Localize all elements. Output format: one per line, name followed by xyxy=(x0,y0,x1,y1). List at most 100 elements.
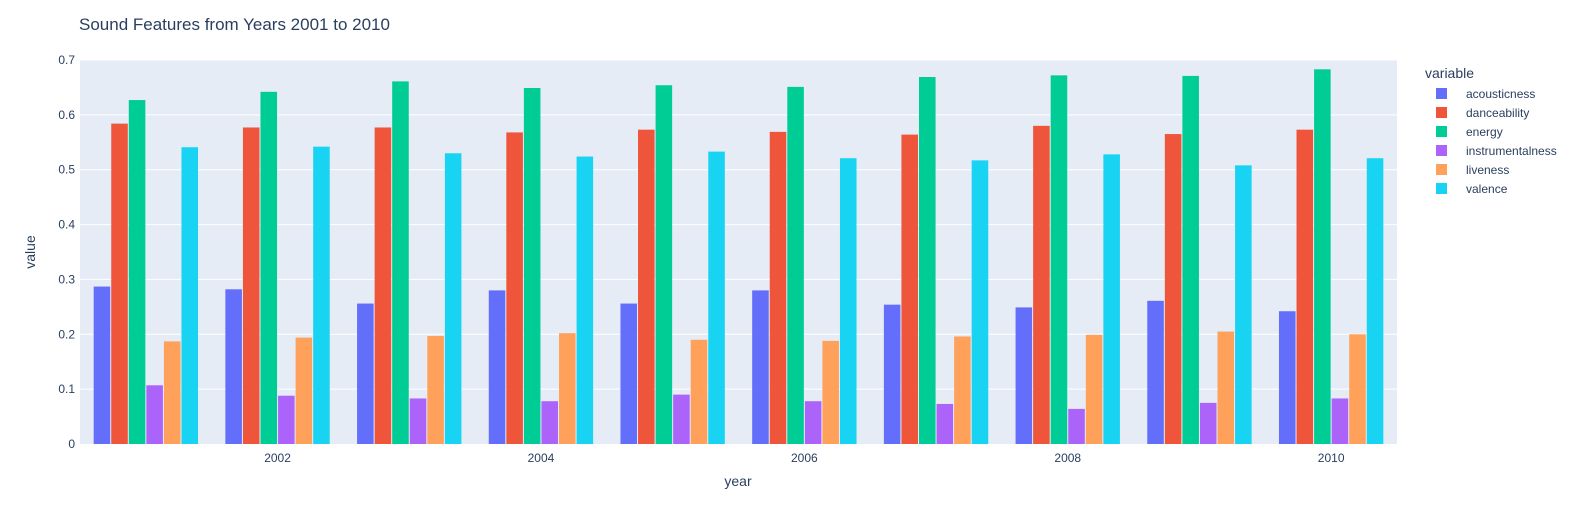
bar-valence-2005[interactable] xyxy=(708,151,725,444)
bar-acousticness-2009[interactable] xyxy=(1147,300,1164,444)
bar-instrumentalness-2002[interactable] xyxy=(278,395,295,444)
bar-acousticness-2008[interactable] xyxy=(1015,307,1033,444)
x-tick-label: 2008 xyxy=(1054,451,1081,465)
bar-energy-2006[interactable] xyxy=(787,86,804,444)
bar-energy-2005[interactable] xyxy=(655,85,673,444)
bar-valence-2002[interactable] xyxy=(313,146,330,444)
y-tick-label: 0.1 xyxy=(58,382,75,396)
y-tick-label: 0.6 xyxy=(58,108,75,122)
legend: acousticness danceability energy instrument… xyxy=(1436,87,1557,196)
bar-valence-2006[interactable] xyxy=(839,158,857,445)
bar-energy-2008[interactable] xyxy=(1050,75,1068,445)
legend-label: danceability xyxy=(1466,106,1529,120)
bar-instrumentalness-2001[interactable] xyxy=(146,385,163,444)
legend-label: instrumentalness xyxy=(1466,144,1557,158)
y-tick-label: 0.4 xyxy=(58,218,75,232)
y-tick-label: 0.5 xyxy=(58,163,75,177)
bar-acousticness-2003[interactable] xyxy=(357,303,374,444)
bar-acousticness-2010[interactable] xyxy=(1278,311,1296,444)
bar-valence-2008[interactable] xyxy=(1103,154,1120,444)
bar-danceability-2007[interactable] xyxy=(901,134,918,444)
legend-swatch xyxy=(1436,145,1447,156)
bar-valence-2007[interactable] xyxy=(971,160,989,445)
legend-title: variable xyxy=(1425,65,1474,81)
bar-instrumentalness-2009[interactable] xyxy=(1199,402,1217,444)
bar-danceability-2001[interactable] xyxy=(111,123,128,445)
bar-energy-2001[interactable] xyxy=(128,100,146,444)
bar-danceability-2006[interactable] xyxy=(769,131,787,444)
bar-energy-2002[interactable] xyxy=(260,91,278,445)
bar-instrumentalness-2007[interactable] xyxy=(936,403,954,444)
bar-danceability-2003[interactable] xyxy=(374,127,392,444)
bar-energy-2003[interactable] xyxy=(392,81,409,444)
bar-acousticness-2004[interactable] xyxy=(488,290,506,444)
bar-instrumentalness-2003[interactable] xyxy=(409,398,427,444)
bar-liveness-2004[interactable] xyxy=(559,333,576,444)
bar-acousticness-2001[interactable] xyxy=(93,286,111,444)
bar-liveness-2007[interactable] xyxy=(954,336,971,444)
bar-liveness-2002[interactable] xyxy=(295,337,313,444)
bars xyxy=(93,69,1384,445)
plot-area xyxy=(80,60,1397,444)
y-tick-label: 0.2 xyxy=(58,327,75,341)
x-axis-title: year xyxy=(724,473,752,489)
y-axis-title: value xyxy=(22,235,38,269)
bar-liveness-2010[interactable] xyxy=(1349,334,1366,444)
bar-acousticness-2002[interactable] xyxy=(225,289,242,444)
bar-danceability-2004[interactable] xyxy=(506,132,523,444)
bar-liveness-2006[interactable] xyxy=(822,340,839,444)
x-tick-label: 2004 xyxy=(528,451,555,465)
legend-item-instrumentalness[interactable]: instrumentalness xyxy=(1436,144,1557,158)
bar-energy-2009[interactable] xyxy=(1182,75,1199,444)
legend-label: energy xyxy=(1466,125,1503,139)
bar-valence-2001[interactable] xyxy=(181,147,199,445)
legend-label: valence xyxy=(1466,182,1508,196)
bar-danceability-2010[interactable] xyxy=(1296,129,1314,444)
legend-swatch xyxy=(1436,107,1447,118)
bar-danceability-2008[interactable] xyxy=(1033,125,1050,444)
y-tick-label: 0.3 xyxy=(58,272,75,286)
legend-label: acousticness xyxy=(1466,87,1535,101)
bar-valence-2003[interactable] xyxy=(444,153,462,444)
legend-swatch xyxy=(1436,183,1447,194)
chart-title: Sound Features from Years 2001 to 2010 xyxy=(79,15,390,34)
legend-swatch xyxy=(1436,164,1447,175)
bar-instrumentalness-2010[interactable] xyxy=(1331,398,1349,444)
bar-liveness-2008[interactable] xyxy=(1085,334,1103,444)
legend-item-liveness[interactable]: liveness xyxy=(1436,163,1509,177)
legend-item-energy[interactable]: energy xyxy=(1436,125,1503,139)
bar-danceability-2002[interactable] xyxy=(242,127,260,444)
bar-danceability-2009[interactable] xyxy=(1164,134,1182,445)
legend-swatch xyxy=(1436,126,1447,137)
y-tick-label: 0 xyxy=(68,437,75,451)
bar-liveness-2001[interactable] xyxy=(163,341,181,444)
x-tick-label: 2006 xyxy=(791,451,818,465)
bar-liveness-2003[interactable] xyxy=(427,335,444,444)
bar-valence-2010[interactable] xyxy=(1366,158,1384,445)
x-tick-label: 2002 xyxy=(264,451,291,465)
bar-danceability-2005[interactable] xyxy=(638,129,655,444)
bar-valence-2004[interactable] xyxy=(576,156,594,444)
x-tick-label: 2010 xyxy=(1318,451,1345,465)
x-axis-ticks: 2002 2004 2006 2008 2010 xyxy=(264,451,1345,465)
bar-energy-2004[interactable] xyxy=(523,87,541,444)
y-axis-ticks: 0 0.1 0.2 0.3 0.4 0.5 0.6 0.7 xyxy=(58,53,75,451)
bar-instrumentalness-2005[interactable] xyxy=(673,394,690,444)
y-tick-label: 0.7 xyxy=(58,53,75,67)
bar-liveness-2005[interactable] xyxy=(690,339,708,444)
bar-instrumentalness-2006[interactable] xyxy=(804,401,822,444)
bar-liveness-2009[interactable] xyxy=(1217,331,1235,444)
bar-energy-2007[interactable] xyxy=(918,77,936,445)
bar-instrumentalness-2008[interactable] xyxy=(1068,408,1085,444)
bar-acousticness-2005[interactable] xyxy=(620,303,638,444)
bar-acousticness-2007[interactable] xyxy=(883,304,901,444)
bar-energy-2010[interactable] xyxy=(1314,69,1331,444)
legend-item-acousticness[interactable]: acousticness xyxy=(1436,87,1535,101)
bar-instrumentalness-2004[interactable] xyxy=(541,401,559,444)
legend-item-danceability[interactable]: danceability xyxy=(1436,106,1529,120)
bar-acousticness-2006[interactable] xyxy=(752,290,769,444)
bar-valence-2009[interactable] xyxy=(1235,165,1252,444)
legend-item-valence[interactable]: valence xyxy=(1436,182,1508,196)
